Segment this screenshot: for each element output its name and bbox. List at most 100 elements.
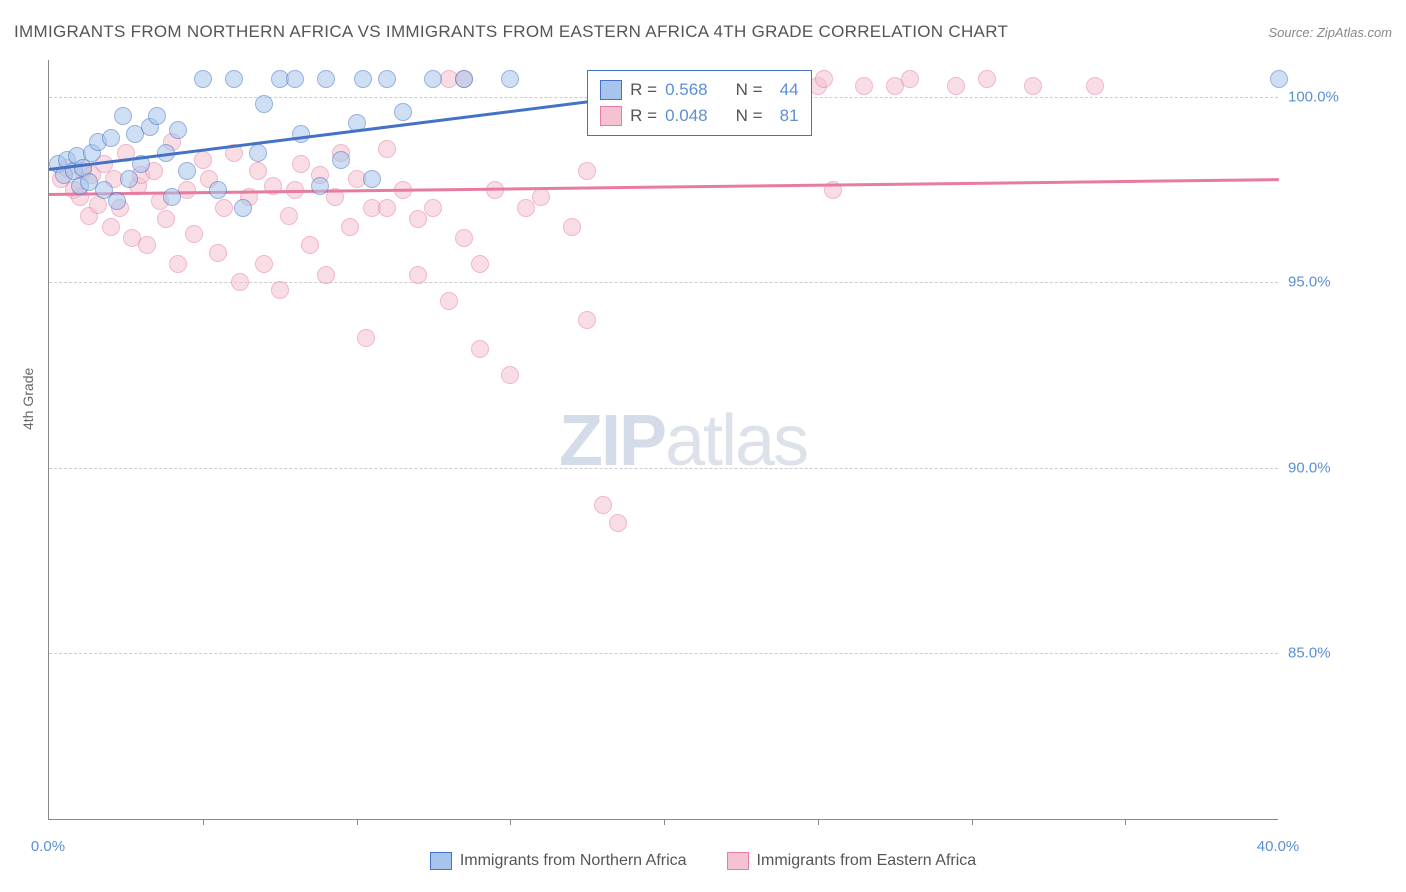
stats-swatch-eastern bbox=[600, 106, 622, 126]
marker-eastern bbox=[815, 70, 833, 88]
n-value-northern: 44 bbox=[771, 80, 799, 100]
marker-northern bbox=[120, 170, 138, 188]
ytick-label: 100.0% bbox=[1288, 89, 1358, 106]
marker-eastern bbox=[255, 255, 273, 273]
marker-eastern bbox=[947, 77, 965, 95]
marker-eastern bbox=[563, 218, 581, 236]
r-label: R = bbox=[630, 80, 657, 100]
bottom-legend: Immigrants from Northern Africa Immigran… bbox=[0, 852, 1406, 870]
xtick-minor bbox=[1125, 819, 1126, 825]
n-label: N = bbox=[736, 80, 763, 100]
marker-eastern bbox=[341, 218, 359, 236]
marker-eastern bbox=[138, 236, 156, 254]
marker-eastern bbox=[271, 281, 289, 299]
legend-item-eastern: Immigrants from Eastern Africa bbox=[727, 852, 977, 870]
source-label: Source: ZipAtlas.com bbox=[1268, 25, 1392, 40]
marker-eastern bbox=[1024, 77, 1042, 95]
marker-northern bbox=[225, 70, 243, 88]
marker-eastern bbox=[169, 255, 187, 273]
marker-northern bbox=[332, 151, 350, 169]
marker-northern bbox=[1270, 70, 1288, 88]
gridline-h bbox=[49, 468, 1278, 469]
marker-eastern bbox=[471, 340, 489, 358]
marker-eastern bbox=[455, 229, 473, 247]
marker-northern bbox=[394, 103, 412, 121]
marker-eastern bbox=[424, 199, 442, 217]
marker-northern bbox=[108, 192, 126, 210]
marker-eastern bbox=[609, 514, 627, 532]
marker-eastern bbox=[978, 70, 996, 88]
marker-eastern bbox=[209, 244, 227, 262]
legend-label-eastern: Immigrants from Eastern Africa bbox=[757, 852, 977, 870]
trendline-eastern bbox=[49, 179, 1279, 196]
gridline-h bbox=[49, 653, 1278, 654]
marker-northern bbox=[102, 129, 120, 147]
xtick-minor bbox=[203, 819, 204, 825]
marker-northern bbox=[292, 125, 310, 143]
marker-eastern bbox=[194, 151, 212, 169]
marker-eastern bbox=[102, 218, 120, 236]
marker-northern bbox=[148, 107, 166, 125]
stats-legend: R = 0.568 N = 44R = 0.048 N = 81 bbox=[587, 70, 811, 136]
r-value-eastern: 0.048 bbox=[665, 106, 708, 126]
marker-eastern bbox=[1086, 77, 1104, 95]
marker-eastern bbox=[901, 70, 919, 88]
marker-eastern bbox=[231, 273, 249, 291]
marker-northern bbox=[354, 70, 372, 88]
xtick-minor bbox=[818, 819, 819, 825]
marker-northern bbox=[363, 170, 381, 188]
xtick-minor bbox=[510, 819, 511, 825]
marker-northern bbox=[286, 70, 304, 88]
marker-northern bbox=[163, 188, 181, 206]
marker-eastern bbox=[357, 329, 375, 347]
xtick-minor bbox=[972, 819, 973, 825]
legend-item-northern: Immigrants from Northern Africa bbox=[430, 852, 687, 870]
marker-eastern bbox=[301, 236, 319, 254]
stats-row-northern: R = 0.568 N = 44 bbox=[600, 77, 798, 103]
n-value-eastern: 81 bbox=[771, 106, 799, 126]
marker-eastern bbox=[578, 311, 596, 329]
marker-eastern bbox=[185, 225, 203, 243]
xtick-label: 0.0% bbox=[31, 838, 65, 855]
marker-northern bbox=[209, 181, 227, 199]
xtick-label: 40.0% bbox=[1257, 838, 1300, 855]
plot-area: ZIPatlas 85.0%90.0%95.0%100.0%R =0.568N … bbox=[48, 60, 1278, 820]
marker-eastern bbox=[594, 496, 612, 514]
legend-swatch-northern bbox=[430, 852, 452, 870]
xtick-minor bbox=[664, 819, 665, 825]
marker-eastern bbox=[409, 210, 427, 228]
marker-eastern bbox=[532, 188, 550, 206]
marker-eastern bbox=[855, 77, 873, 95]
y-axis-label: 4th Grade bbox=[20, 368, 36, 430]
marker-eastern bbox=[409, 266, 427, 284]
marker-northern bbox=[378, 70, 396, 88]
marker-eastern bbox=[578, 162, 596, 180]
marker-northern bbox=[249, 144, 267, 162]
stats-row-eastern: R =0.048N =81 bbox=[600, 103, 798, 129]
marker-northern bbox=[424, 70, 442, 88]
marker-eastern bbox=[501, 366, 519, 384]
ytick-label: 90.0% bbox=[1288, 459, 1358, 476]
r-value-northern: 0.568 bbox=[665, 80, 708, 100]
watermark: ZIPatlas bbox=[559, 400, 807, 482]
n-label: N = bbox=[736, 106, 763, 126]
marker-eastern bbox=[471, 255, 489, 273]
marker-northern bbox=[317, 70, 335, 88]
legend-label-northern: Immigrants from Northern Africa bbox=[460, 852, 687, 870]
xtick-minor bbox=[357, 819, 358, 825]
marker-northern bbox=[455, 70, 473, 88]
ytick-label: 85.0% bbox=[1288, 645, 1358, 662]
stats-swatch-northern bbox=[600, 80, 622, 100]
marker-northern bbox=[114, 107, 132, 125]
marker-eastern bbox=[178, 181, 196, 199]
ytick-label: 95.0% bbox=[1288, 274, 1358, 291]
marker-northern bbox=[234, 199, 252, 217]
marker-eastern bbox=[280, 207, 298, 225]
marker-eastern bbox=[440, 292, 458, 310]
marker-northern bbox=[178, 162, 196, 180]
marker-northern bbox=[194, 70, 212, 88]
marker-eastern bbox=[378, 199, 396, 217]
marker-eastern bbox=[292, 155, 310, 173]
marker-eastern bbox=[215, 199, 233, 217]
marker-eastern bbox=[157, 210, 175, 228]
